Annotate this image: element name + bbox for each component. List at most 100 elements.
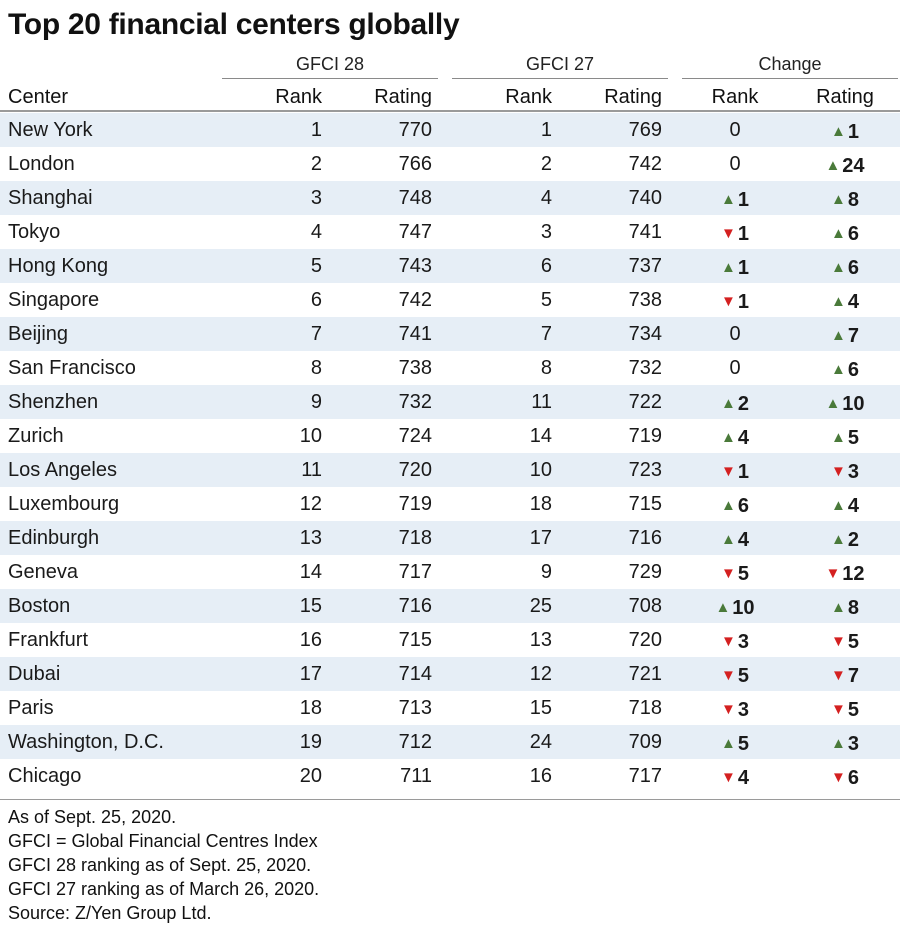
cell-rank-gfci27: 17 [529,527,552,549]
change-value: ▼ 1 [721,285,749,319]
cell-center: Washington, D.C. [8,731,164,753]
cell-change-rating: ▼ 5 [810,623,880,657]
cell-rank-gfci27: 2 [540,153,552,175]
change-number: 4 [847,495,859,517]
cell-rank-gfci27: 16 [529,765,552,787]
cell-rank-gfci27: 4 [540,187,552,209]
cell-rank-gfci27: 14 [529,425,552,447]
cell-center: Chicago [8,765,82,787]
table-row: Shanghai 3 748 4 740 ▲ 1 ▲ 8 [0,181,900,215]
cell-rank-gfci28: 13 [299,527,322,549]
cell-rating-gfci27: 720 [628,629,662,651]
change-number: 3 [847,733,859,755]
cell-rating-gfci27: 721 [628,663,662,685]
cell-rank-gfci28: 20 [299,765,322,787]
triangle-down-icon: ▼ [831,633,846,650]
change-number: 4 [737,767,749,789]
footnotes: As of Sept. 25, 2020. GFCI = Global Fina… [8,805,319,925]
cell-rating-gfci28: 720 [398,459,432,481]
change-value: 0 [729,317,740,351]
change-value: ▲ 5 [831,421,859,455]
cell-center: New York [8,119,93,141]
header-center: Center [8,86,69,108]
change-value: ▼ 4 [721,761,749,795]
table-row: Frankfurt 16 715 13 720 ▼ 3 ▼ 5 [0,623,900,657]
triangle-up-icon: ▲ [831,191,846,208]
triangle-up-icon: ▲ [831,599,846,616]
change-number: 6 [847,223,859,245]
triangle-up-icon: ▲ [831,123,846,140]
table-row: Luxembourg 12 719 18 715 ▲ 6 ▲ 4 [0,487,900,521]
cell-change-rating: ▼ 5 [810,691,880,725]
cell-rank-gfci28: 19 [299,731,322,753]
cell-change-rating: ▼ 7 [810,657,880,691]
cell-rating-gfci28: 714 [398,663,432,685]
change-number: 1 [737,461,749,483]
header-rating-gfci27: Rating [604,86,662,108]
footnote-gfci27: GFCI 27 ranking as of March 26, 2020. [8,879,320,899]
triangle-down-icon: ▼ [721,225,736,242]
cell-change-rank: 0 [700,317,770,351]
cell-change-rank: ▲ 5 [700,725,770,759]
cell-rating-gfci28: 742 [398,289,432,311]
cell-rating-gfci27: 769 [628,119,662,141]
change-value: ▲ 4 [831,489,859,523]
triangle-up-icon: ▲ [831,259,846,276]
triangle-up-icon: ▲ [831,429,846,446]
cell-change-rank: ▼ 1 [700,283,770,317]
table-row: Los Angeles 11 720 10 723 ▼ 1 ▼ 3 [0,453,900,487]
change-value: ▲ 2 [831,523,859,557]
cell-rank-gfci28: 4 [310,221,322,243]
cell-rating-gfci28: 738 [398,357,432,379]
cell-rating-gfci27: 729 [628,561,662,583]
cell-rating-gfci28: 766 [398,153,432,175]
footnote-definition: GFCI = Global Financial Centres Index [8,831,318,851]
table-row: Paris 18 713 15 718 ▼ 3 ▼ 5 [0,691,900,725]
cell-center: Tokyo [8,221,61,243]
change-number: 4 [737,427,749,449]
cell-change-rating: ▲ 7 [810,317,880,351]
change-number: 6 [847,767,859,789]
cell-change-rank: ▲ 10 [700,589,770,623]
change-value: ▲ 6 [721,489,749,523]
table-row: London 2 766 2 742 0 ▲ 24 [0,147,900,181]
cell-rating-gfci28: 743 [398,255,432,277]
table-row: Dubai 17 714 12 721 ▼ 5 ▼ 7 [0,657,900,691]
cell-center: Hong Kong [8,255,109,277]
change-value: ▼ 1 [721,217,749,251]
cell-change-rating: ▲ 1 [810,113,880,147]
triangle-up-icon: ▲ [721,395,736,412]
table-row: Geneva 14 717 9 729 ▼ 5 ▼ 12 [0,555,900,589]
header-rank-gfci27: Rank [505,86,552,108]
cell-rank-gfci28: 14 [299,561,322,583]
header-change-rating: Rating [816,86,874,108]
cell-rating-gfci27: 723 [628,459,662,481]
cell-change-rating: ▲ 8 [810,181,880,215]
cell-change-rank: ▼ 4 [700,759,770,793]
cell-change-rating: ▲ 5 [810,419,880,453]
cell-rank-gfci27: 15 [529,697,552,719]
change-number: 5 [737,665,749,687]
change-number: 3 [737,699,749,721]
change-value: ▼ 5 [831,625,859,659]
change-value: ▼ 3 [831,455,859,489]
cell-rating-gfci27: 715 [628,493,662,515]
change-number: 1 [737,291,749,313]
table-row: Shenzhen 9 732 11 722 ▲ 2 ▲ 10 [0,385,900,419]
triangle-up-icon: ▲ [831,361,846,378]
change-number: 2 [847,529,859,551]
triangle-down-icon: ▼ [721,701,736,718]
cell-rank-gfci27: 8 [540,357,552,379]
cell-rank-gfci27: 9 [540,561,552,583]
cell-rank-gfci27: 12 [529,663,552,685]
cell-rank-gfci28: 17 [299,663,322,685]
cell-change-rank: 0 [700,147,770,181]
change-value: ▲ 6 [831,251,859,285]
change-number: 3 [737,631,749,653]
change-value: ▲ 2 [721,387,749,421]
triangle-down-icon: ▼ [831,701,846,718]
triangle-down-icon: ▼ [831,667,846,684]
table-row: Edinburgh 13 718 17 716 ▲ 4 ▲ 2 [0,521,900,555]
change-value: ▲ 10 [825,387,864,421]
cell-center: Dubai [8,663,61,685]
